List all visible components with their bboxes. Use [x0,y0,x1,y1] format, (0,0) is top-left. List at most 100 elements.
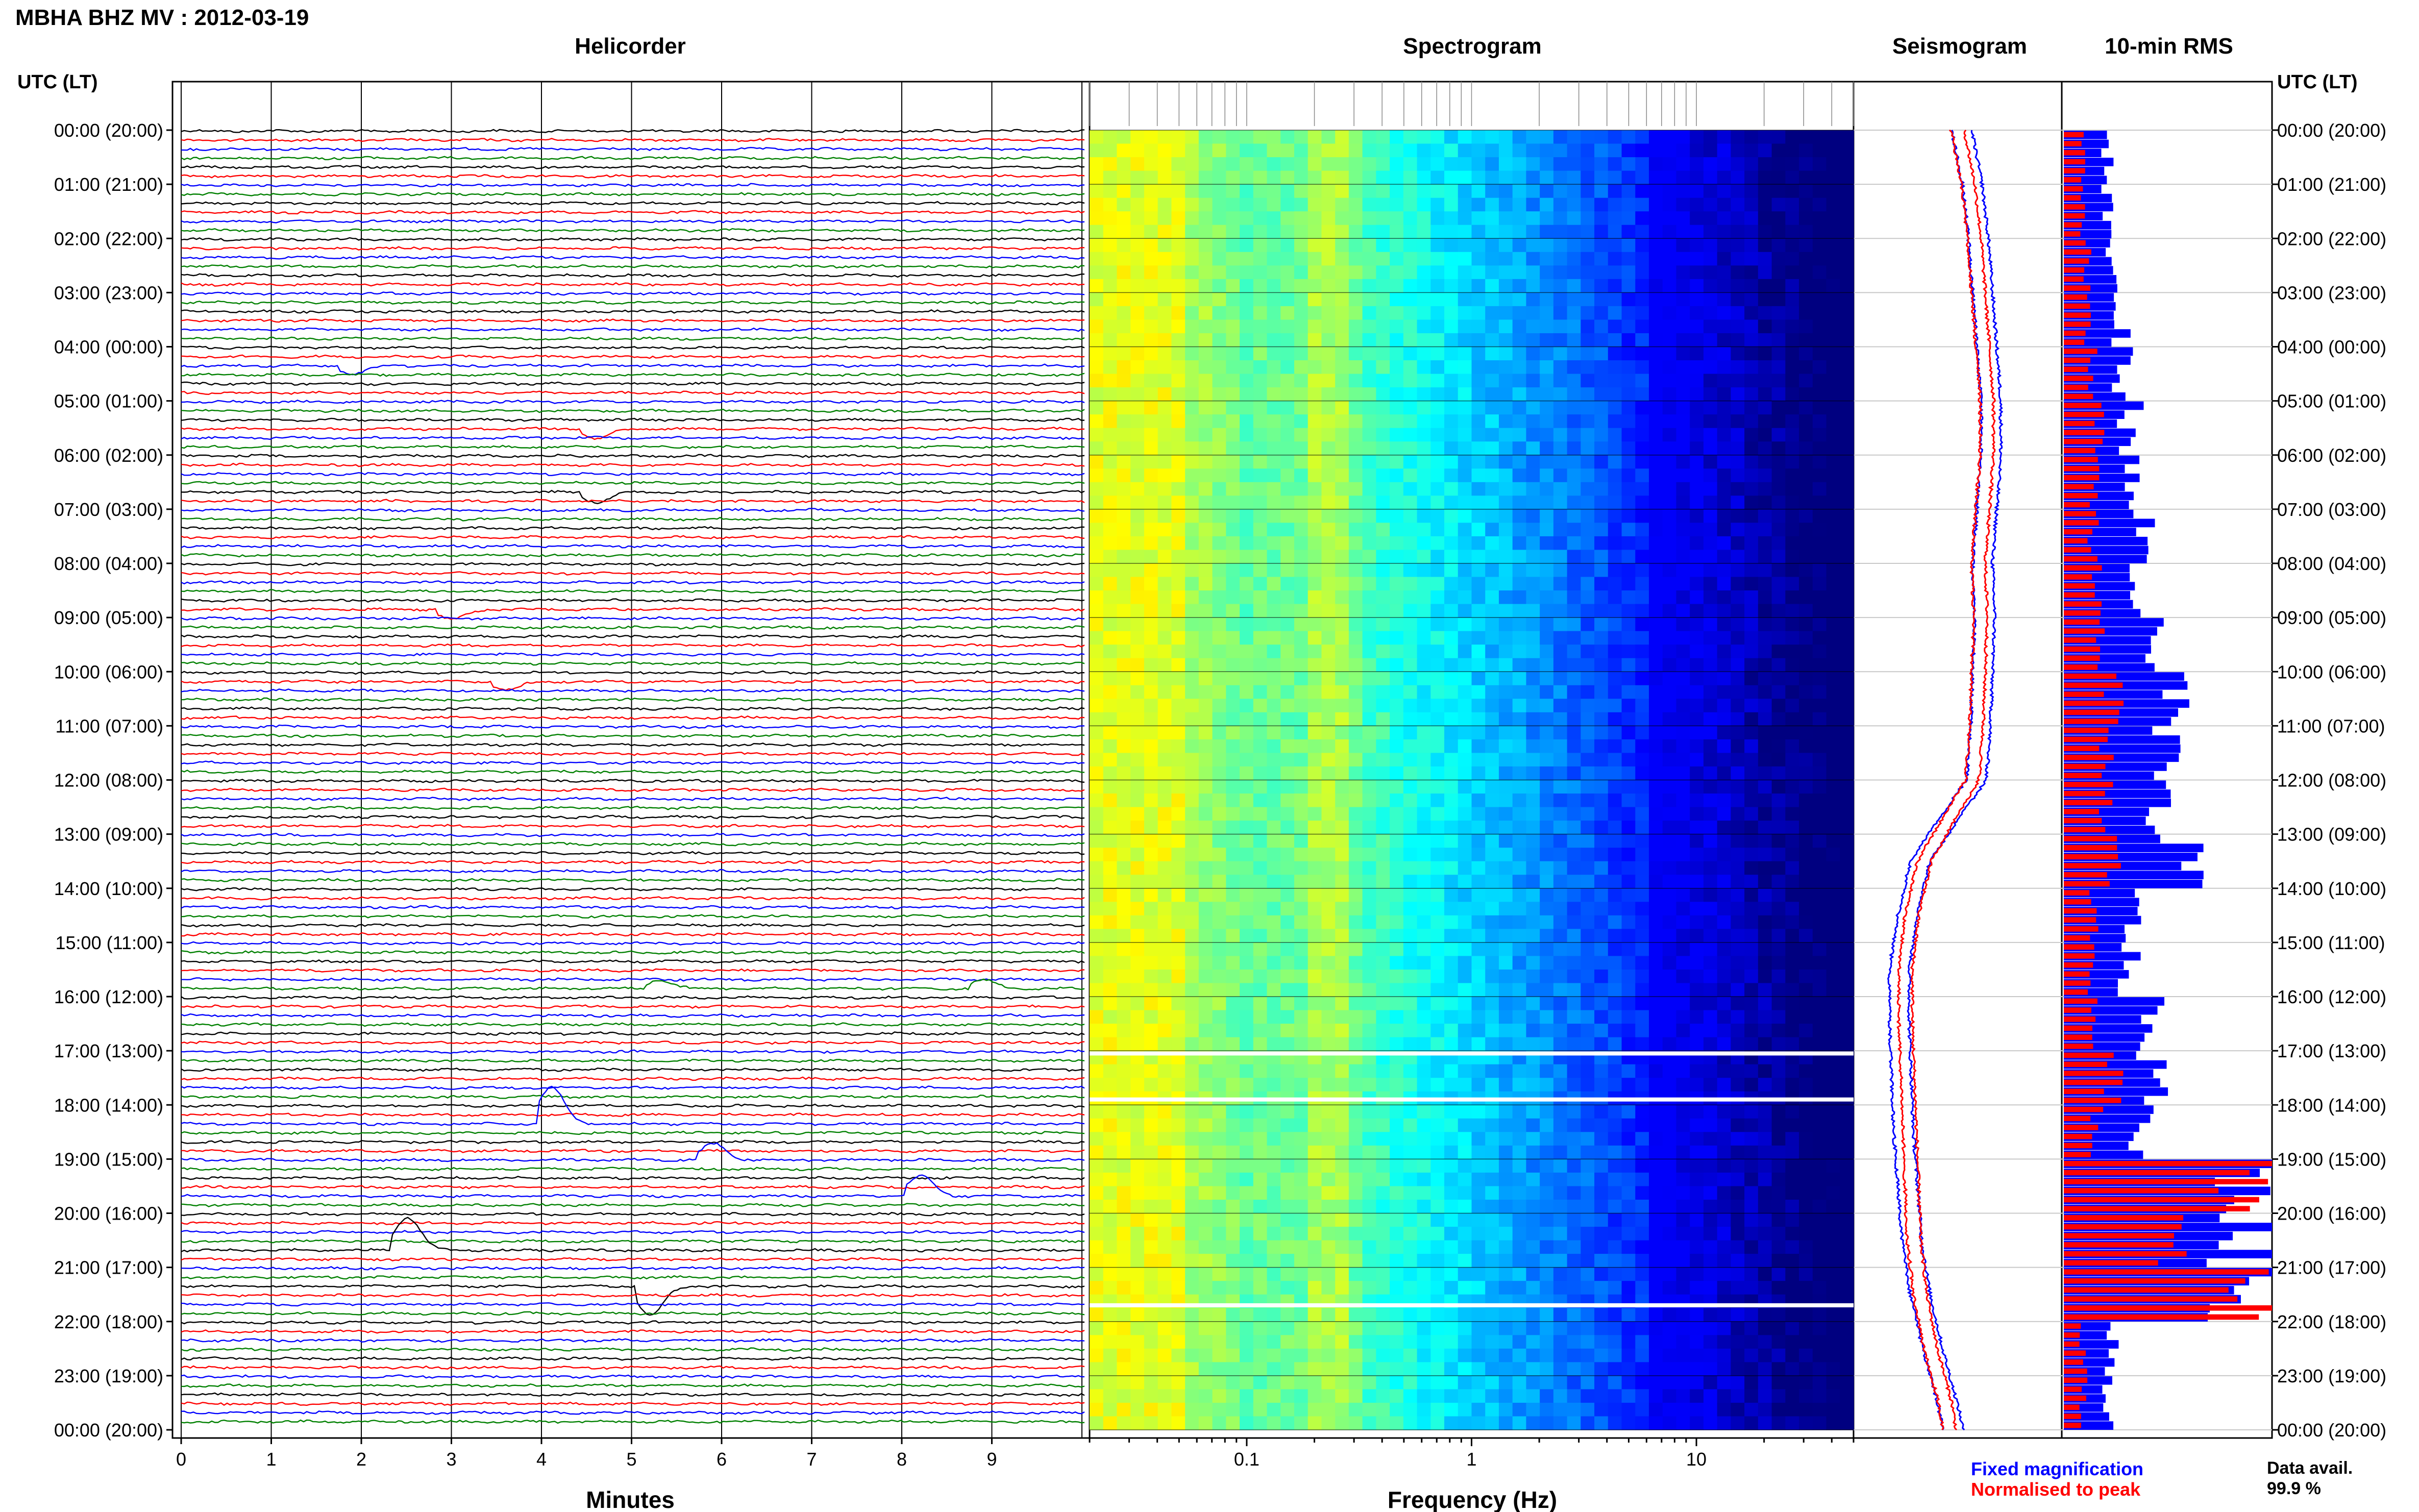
spectrogram-cell [1676,428,1691,442]
spectrogram-cell [1117,699,1131,713]
spectrogram-cell [1512,1240,1527,1254]
spectrogram-cell [1362,631,1377,645]
spectrogram-cell [1826,658,1841,672]
spectrogram-cell [1799,157,1813,171]
spectrogram-cell [1812,1024,1827,1038]
spectrogram-cell [1485,292,1499,307]
spectrogram-cell [1635,346,1649,361]
spectrogram-cell [1130,1010,1145,1024]
spectrogram-cell [1212,1172,1227,1187]
time-label-left: 09:00 (05:00) [54,607,163,628]
spectrogram-cell [1280,414,1295,429]
spectrogram-cell [1771,1037,1786,1051]
spectrogram-cell [1458,279,1472,293]
spectrogram-cell [1198,794,1213,808]
spectrogram-cell [1171,197,1186,212]
spectrogram-cell [1526,468,1540,483]
spectrogram-cell [1390,184,1404,199]
spectrogram-cell [1240,1254,1254,1268]
spectrogram-cell [1294,563,1309,578]
spectrogram-cell [1403,374,1418,388]
spectrogram-cell [1417,401,1431,415]
spectrogram-cell [1826,807,1841,821]
spectrogram-cell [1840,441,1854,456]
spectrogram-cell [1226,1064,1240,1078]
spectrogram-cell [1717,197,1732,212]
spectrogram-cell [1157,739,1172,754]
spectrogram-cell [1444,1118,1459,1132]
spectrogram-cell [1662,915,1677,929]
spectrogram-cell [1307,631,1322,645]
time-label-left: 10:00 (06:00) [54,661,163,682]
spectrogram-cell [1731,441,1745,456]
spectrogram-cell [1649,1186,1663,1200]
spectrogram-cell [1553,1078,1568,1092]
spectrogram-cell [1430,252,1445,266]
spectrogram-cell [1581,346,1595,361]
spectrogram-cell [1103,807,1118,821]
spectrogram-cell [1403,468,1418,483]
spectrogram-cell [1280,658,1295,672]
spectrogram-cell [1117,130,1131,144]
spectrogram-cell [1540,509,1554,524]
spectrogram-cell [1676,1213,1691,1227]
spectrogram-cell [1690,455,1704,469]
spectrogram-cell [1335,197,1349,212]
seismogram-title: Seismogram [1892,34,2028,59]
spectrogram-cell [1117,292,1131,307]
spectrogram-cell [1103,631,1118,645]
spectrogram-cell [1321,739,1336,754]
spectrogram-cell [1635,712,1649,726]
spectrogram-cell [1198,292,1213,307]
spectrogram-cell [1321,157,1336,171]
spectrogram-cell [1526,482,1540,496]
spectrogram-cell [1812,184,1827,199]
spectrogram-cell [1758,577,1772,591]
spectrogram-cell [1280,495,1295,510]
spectrogram-cell [1635,861,1649,875]
spectrogram-cell [1840,225,1854,239]
spectrogram-cell [1335,184,1349,199]
spectrogram-cell [1594,577,1609,591]
spectrogram-cell [1744,333,1759,348]
spectrogram-cell [1799,563,1813,578]
spectrogram-cell [1621,414,1636,429]
spectrogram-cell [1130,604,1145,618]
spectrogram-cell [1226,631,1240,645]
spectrogram-cell [1553,753,1568,767]
spectrogram-cell [1376,428,1390,442]
spectrogram-cell [1512,130,1527,144]
spectrogram-cell [1226,306,1240,320]
spectrogram-cell [1362,807,1377,821]
spectrogram-cell [1267,374,1281,388]
spectrogram-cell [1390,374,1404,388]
spectrogram-cell [1785,252,1799,266]
spectrogram-cell [1117,997,1131,1011]
helicorder-trace [181,688,1085,693]
spectrogram-cell [1567,238,1582,253]
spectrogram-cell [1785,997,1799,1011]
spectrogram-cell [1662,861,1677,875]
spectrogram-cell [1635,834,1649,848]
spectrogram-cell [1785,956,1799,970]
spectrogram-cell [1840,929,1854,943]
spectrogram-cell [1458,929,1472,943]
spectrogram-cell [1662,495,1677,510]
spectrogram-cell [1526,495,1540,510]
spectrogram-cell [1731,495,1745,510]
spectrogram-cell [1403,1037,1418,1051]
helicorder-x-axis-title: Minutes [586,1486,675,1512]
spectrogram-cell [1212,942,1227,957]
spectrogram-cell [1526,197,1540,212]
spectrogram-cell [1649,374,1663,388]
spectrogram-cell [1171,956,1186,970]
spectrogram-cell [1498,374,1513,388]
spectrogram-cell [1662,631,1677,645]
spectrogram-cell [1185,956,1199,970]
spectrogram-cell [1444,563,1459,578]
spectrogram-cell [1744,929,1759,943]
spectrogram-cell [1458,495,1472,510]
spectrogram-cell [1731,509,1745,524]
spectrogram-cell [1553,794,1568,808]
spectrogram-cell [1758,184,1772,199]
